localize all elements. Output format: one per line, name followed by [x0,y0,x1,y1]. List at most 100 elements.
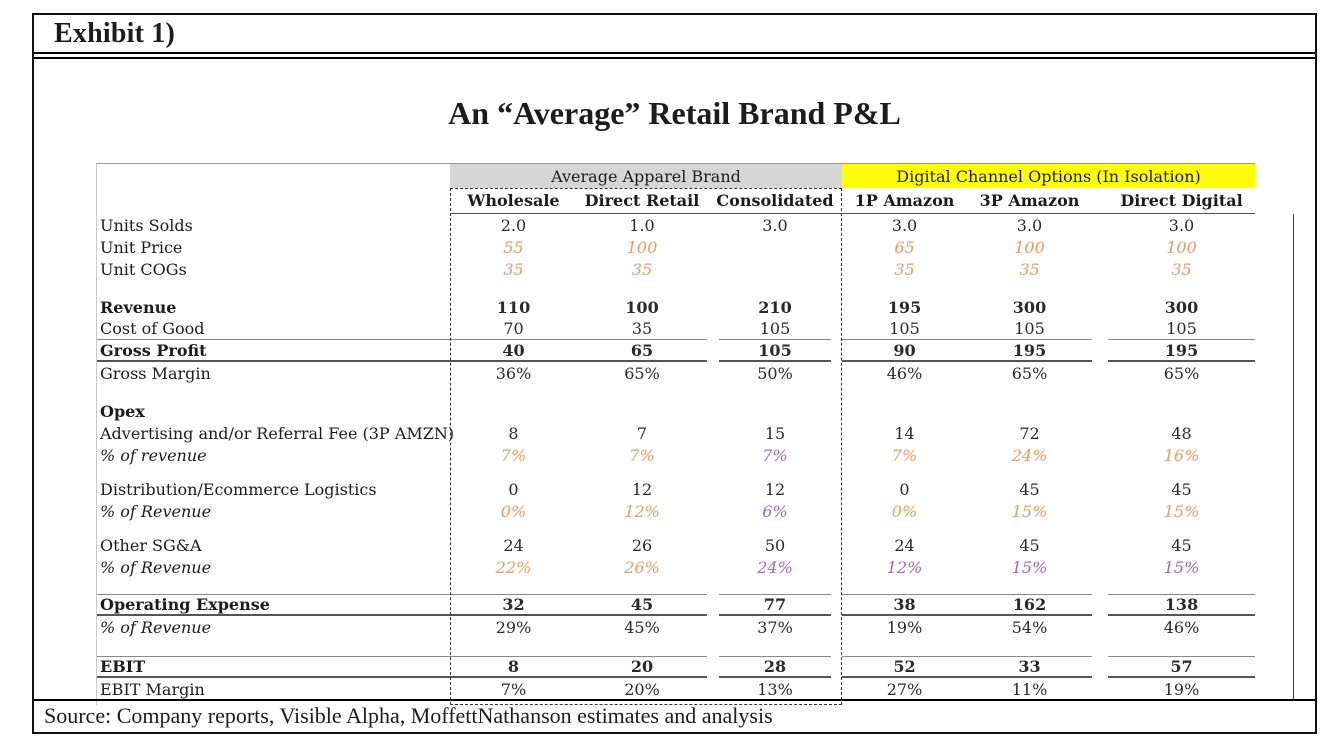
cell-value [831,296,842,318]
cell-value: 22% [495,557,532,577]
cell-value: 26% [624,557,660,577]
cell-value: 46% [1163,617,1200,637]
cell-value [707,500,719,522]
row-label: Units Solds [100,215,193,235]
source-text: Source: Company reports, Visible Alpha, … [44,702,773,728]
cell-value: 36% [495,363,532,383]
cell-value: 100 [1166,237,1197,257]
pnl-table: Average Apparel Brand Digital Channel Op… [96,163,1294,705]
exhibit-header: Exhibit 1) [34,15,1315,54]
table-row: Units Solds 2.0 1.0 3.0 3.0 3.0 3.0 [97,214,1255,236]
column-gap [1092,188,1108,214]
table-row: Distribution/Ecommerce Logistics 0 12 12 0 45… [97,478,1255,500]
cell-value: 27% [886,679,923,699]
cell-value [1092,556,1108,578]
cell-value [831,422,842,444]
cell-value: 105 [719,318,831,340]
cell-value [831,500,842,522]
cell-value: 35 [631,259,653,279]
table-row: % of revenue 7% 7% 7% 7% 24% 16% [97,444,1255,466]
cell-value [1092,422,1108,444]
row-label: Cost of Good [97,318,450,340]
row-label: % of Revenue [100,557,212,577]
cell-value [707,478,719,500]
cell-value [707,296,719,318]
cell-value: 35 [1171,259,1192,279]
cell-value: 72 [1019,423,1040,443]
cell-value [1092,214,1108,236]
row-label: Operating Expense [97,594,450,616]
cell-value: 7 [636,423,648,443]
cell-value [450,400,577,422]
cell-value: 8 [508,423,519,443]
cell-value: 54% [1011,617,1048,637]
cell-value: 70 [450,318,577,340]
cell-value: 195 [967,340,1092,362]
cell-value: 20% [624,679,660,699]
row-label: Gross Profit [97,340,450,362]
cell-value [831,656,842,678]
cell-value: 162 [967,594,1092,616]
cell-value: 7% [629,445,655,465]
cell-value: 16% [1163,445,1200,465]
cell-value: 15% [1011,557,1048,577]
cell-value: 65% [624,363,660,383]
cell-value [831,258,842,280]
cell-value [1092,340,1108,362]
cell-value [831,318,842,340]
cell-value [1092,296,1108,318]
exhibit-frame: Exhibit 1) An “Average” Retail Brand P&L… [32,13,1317,734]
row-label: Opex [100,401,145,421]
cell-value: 24% [1011,445,1048,465]
cell-value [1092,236,1108,258]
cell-value: 77 [719,594,831,616]
group-header-row: Average Apparel Brand Digital Channel Op… [97,164,1255,188]
cell-value [1092,656,1108,678]
cell-value: 12% [624,501,660,521]
cell-value [707,214,719,236]
cell-value: 7% [500,445,527,465]
table-row: Gross Profit 40 65 105 90 195 195 [97,340,1255,362]
cell-value: 15% [1011,501,1048,521]
cell-value: 105 [967,318,1092,340]
column-header-wholesale: Wholesale [450,188,577,214]
cell-value [831,400,842,422]
cell-value [707,656,719,678]
cell-value: 12 [764,479,786,499]
cell-value: 0% [500,501,527,521]
group-header-apparel: Average Apparel Brand [450,164,842,188]
cell-value: 13% [757,679,793,699]
table-row: Advertising and/or Referral Fee (3P AMZN… [97,422,1255,444]
cell-value: 8 [450,656,577,678]
exhibit-label: Exhibit 1) [54,17,176,49]
cell-value: 3.0 [762,215,788,235]
table-row: % of Revenue 29% 45% 37% 19% 54% 46% [97,616,1255,638]
cell-value: 48 [1171,423,1192,443]
row-label: % of revenue [100,445,207,465]
cell-value: 105 [1108,318,1255,340]
row-label: EBIT [97,656,450,678]
cell-value [707,340,719,362]
cell-value: 7% [500,679,527,699]
row-label: Other SG&A [100,535,202,555]
cell-value: 0% [891,501,918,521]
cell-value: 55 [503,237,524,257]
cell-value [831,678,842,700]
cell-value [831,340,842,362]
cell-value: 20 [577,656,707,678]
table-row: Revenue 110 100 210 195 300 300 [97,296,1255,318]
cell-value: 45 [577,594,707,616]
cell-value [1092,500,1108,522]
cell-value [1092,318,1108,340]
cell-value: 37% [757,617,793,637]
column-header-consolidated: Consolidated [716,188,834,214]
cell-value [831,214,842,236]
cell-value: 45% [624,617,660,637]
cell-value [707,258,719,280]
table-row: Unit COGs 35 35 35 35 35 [97,258,1255,280]
row-label: % of Revenue [100,501,212,521]
column-gap [831,188,842,214]
cell-value: 15% [1163,557,1200,577]
cell-value [967,400,1092,422]
cell-value [719,258,831,280]
